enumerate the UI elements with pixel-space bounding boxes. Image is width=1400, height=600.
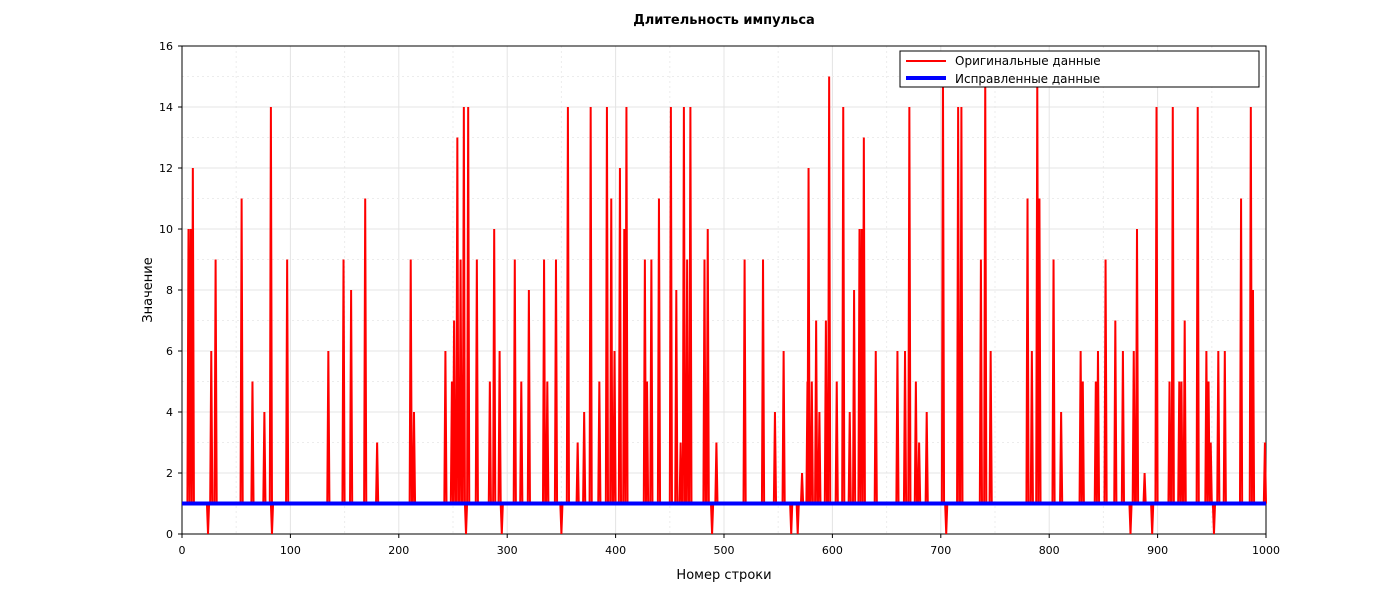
x-tick-label: 100 [280,544,301,557]
x-tick-label: 500 [714,544,735,557]
legend-label-corrected: Исправленные данные [955,72,1100,86]
y-axis-ticks: 0 2 4 6 8 10 12 14 16 [159,40,182,541]
y-tick-label: 10 [159,223,173,236]
x-tick-label: 800 [1039,544,1060,557]
x-axis-label: Номер строки [676,568,771,583]
x-axis-ticks: 0 100 200 300 400 500 600 700 800 900 1000 [179,534,1280,557]
grid-lines [181,45,1267,535]
legend: Оригинальные данные Исправленные данные [899,50,1260,88]
chart-title: Длительность импульса [633,13,815,28]
legend-box [899,50,1260,88]
x-tick-label: 900 [1147,544,1168,557]
x-tick-label: 0 [179,544,186,557]
y-tick-label: 6 [166,345,173,358]
x-tick-label: 300 [497,544,518,557]
x-tick-label: 700 [930,544,951,557]
series-layer [182,76,1267,535]
y-tick-label: 2 [166,467,173,480]
x-tick-label: 200 [388,544,409,557]
y-tick-label: 4 [166,406,173,419]
x-tick-label: 1000 [1252,544,1280,557]
y-tick-label: 12 [159,162,173,175]
y-tick-label: 0 [166,528,173,541]
x-tick-label: 400 [605,544,626,557]
y-tick-label: 16 [159,40,173,53]
x-tick-label: 600 [822,544,843,557]
y-axis-label: Значение [141,257,156,322]
y-tick-label: 8 [166,284,173,297]
legend-label-original: Оригинальные данные [955,54,1101,68]
y-tick-label: 14 [159,101,173,114]
